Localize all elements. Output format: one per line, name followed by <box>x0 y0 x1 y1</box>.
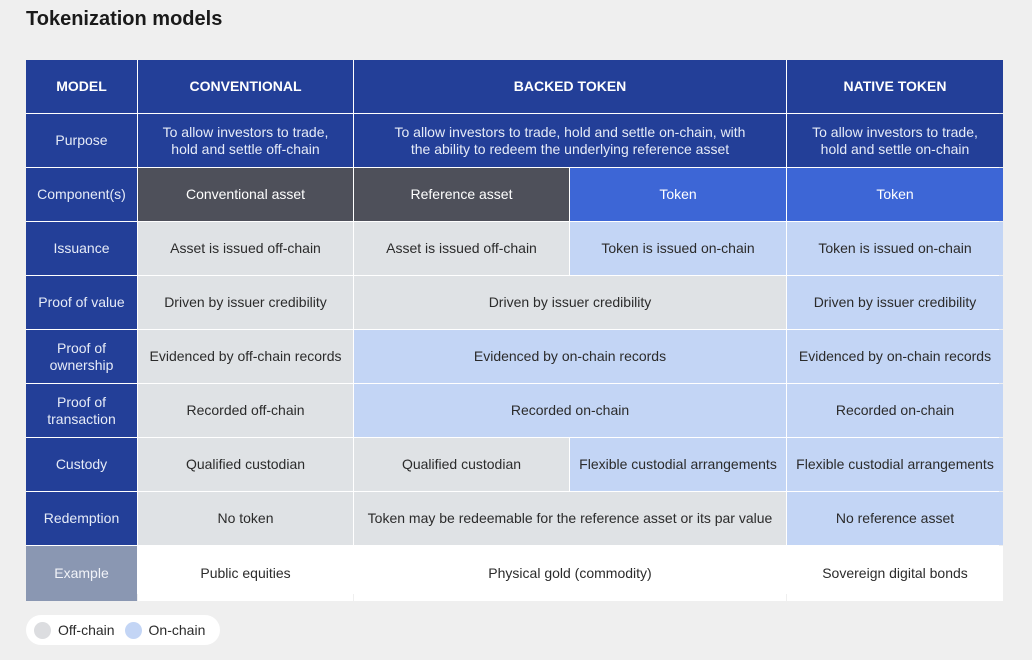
row-label-proof-of-value: Proof of value <box>26 276 137 329</box>
component-conventional: Conventional asset <box>138 168 353 221</box>
purpose-backed: To allow investors to trade, hold and se… <box>354 114 786 167</box>
row-label-example: Example <box>26 546 137 601</box>
proof-value-backed: Driven by issuer credibility <box>354 276 786 329</box>
redemption-native: No reference asset <box>787 492 1003 545</box>
proof-transaction-backed: Recorded on-chain <box>354 384 786 437</box>
header-model: MODEL <box>26 60 137 113</box>
example-backed: Physical gold (commodity) <box>354 546 786 601</box>
off-chain-swatch-icon <box>34 621 51 639</box>
custody-backed-token: Flexible custodial arrangements <box>570 438 786 491</box>
row-label-proof-of-transaction: Proof of transaction <box>26 384 137 437</box>
header-native-token: NATIVE TOKEN <box>787 60 1003 113</box>
example-native: Sovereign digital bonds <box>787 546 1003 601</box>
header-conventional: CONVENTIONAL <box>138 60 353 113</box>
redemption-conventional: No token <box>138 492 353 545</box>
header-backed-token: BACKED TOKEN <box>354 60 786 113</box>
issuance-native: Token is issued on-chain <box>787 222 1003 275</box>
example-conventional: Public equities <box>138 546 353 601</box>
redemption-backed: Token may be redeemable for the referenc… <box>354 492 786 545</box>
issuance-backed-reference: Asset is issued off-chain <box>354 222 569 275</box>
custody-backed-reference: Qualified custodian <box>354 438 569 491</box>
proof-transaction-native: Recorded on-chain <box>787 384 1003 437</box>
tokenization-table: MODEL CONVENTIONAL BACKED TOKEN NATIVE T… <box>26 60 1003 601</box>
row-label-purpose: Purpose <box>26 114 137 167</box>
proof-ownership-native: Evidenced by on-chain records <box>787 330 1003 383</box>
row-label-custody: Custody <box>26 438 137 491</box>
legend-item-on-chain: On-chain <box>124 621 206 639</box>
proof-value-conventional: Driven by issuer credibility <box>138 276 353 329</box>
legend-label-on-chain: On-chain <box>148 622 206 638</box>
on-chain-swatch-icon <box>124 621 142 639</box>
legend-item-off-chain: Off-chain <box>34 621 115 639</box>
proof-value-native: Driven by issuer credibility <box>787 276 1003 329</box>
row-label-proof-of-ownership: Proof of ownership <box>26 330 137 383</box>
component-native: Token <box>787 168 1003 221</box>
row-label-components: Component(s) <box>26 168 137 221</box>
purpose-native: To allow investors to trade, hold and se… <box>787 114 1003 167</box>
issuance-backed-token: Token is issued on-chain <box>570 222 786 275</box>
component-backed-reference: Reference asset <box>354 168 569 221</box>
row-label-issuance: Issuance <box>26 222 137 275</box>
proof-transaction-conventional: Recorded off-chain <box>138 384 353 437</box>
custody-native: Flexible custodial arrangements <box>787 438 1003 491</box>
issuance-conventional: Asset is issued off-chain <box>138 222 353 275</box>
legend: Off-chain On-chain <box>26 615 220 645</box>
proof-ownership-backed: Evidenced by on-chain records <box>354 330 786 383</box>
proof-ownership-conventional: Evidenced by off-chain records <box>138 330 353 383</box>
page-title: Tokenization models <box>26 8 223 30</box>
component-backed-token: Token <box>570 168 786 221</box>
purpose-conventional: To allow investors to trade, hold and se… <box>138 114 353 167</box>
legend-label-off-chain: Off-chain <box>58 622 115 638</box>
custody-conventional: Qualified custodian <box>138 438 353 491</box>
row-label-redemption: Redemption <box>26 492 137 545</box>
